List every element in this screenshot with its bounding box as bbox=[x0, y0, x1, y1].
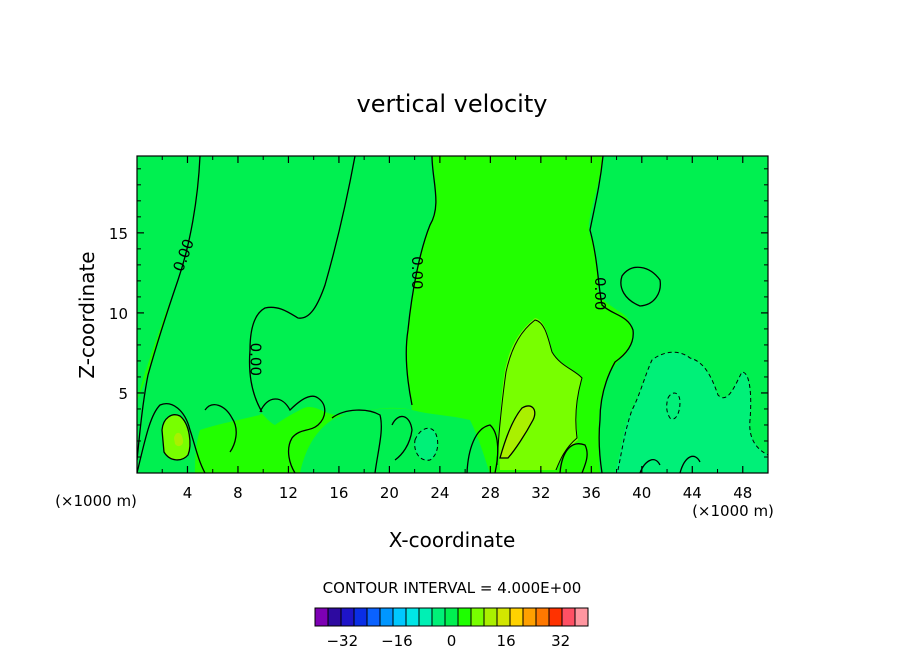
colorbar-swatch bbox=[327, 607, 342, 627]
colorbar-swatch bbox=[548, 607, 563, 627]
plot-area: 0.000.000.000.00 bbox=[137, 156, 768, 473]
contour-lines bbox=[137, 156, 701, 473]
x-tick-label: 48 bbox=[733, 484, 752, 502]
y-axis: 5 10 15 bbox=[109, 168, 768, 458]
updraft-core-contour bbox=[499, 405, 536, 459]
dashed-contours bbox=[414, 351, 768, 471]
negative-band-west bbox=[137, 156, 355, 473]
colorbar-swatch bbox=[457, 607, 472, 627]
x-tick-label: 36 bbox=[582, 484, 601, 502]
x-tick-label: 16 bbox=[329, 484, 348, 502]
colorbar-swatch bbox=[353, 607, 368, 627]
negative-band-center bbox=[249, 156, 436, 425]
downdraft-inner-dashed-contour bbox=[666, 392, 681, 420]
colorbar-swatch bbox=[483, 607, 498, 627]
low-level-contours bbox=[137, 395, 701, 473]
downdraft-dashed-contour bbox=[617, 351, 768, 471]
colorbar-swatch bbox=[535, 607, 550, 627]
colorbar-swatch bbox=[470, 607, 485, 627]
colorbar bbox=[314, 607, 589, 627]
colorbar-tick-label: 16 bbox=[497, 632, 516, 650]
colorbar-swatch bbox=[418, 607, 433, 627]
updraft-core bbox=[500, 405, 535, 458]
y-tick-label: 15 bbox=[109, 225, 128, 243]
y-tick-label: 5 bbox=[118, 385, 128, 403]
zero-contour-2 bbox=[248, 156, 356, 413]
x-axis: 4 8 12 16 20 24 28 32 36 40 44 48 bbox=[161, 156, 752, 502]
small-dashed-contour bbox=[414, 427, 439, 461]
colorbar-swatch bbox=[366, 607, 381, 627]
colorbar-ticks: −32 −16 0 16 32 bbox=[326, 632, 570, 650]
negative-band-left bbox=[137, 156, 200, 400]
colorbar-swatch bbox=[574, 607, 589, 627]
colorbar-swatch bbox=[522, 607, 537, 627]
x-tick-label: 4 bbox=[183, 484, 193, 502]
colorbar-tick-label: 32 bbox=[551, 632, 570, 650]
x-tick-label: 44 bbox=[683, 484, 702, 502]
updraft-west-core bbox=[174, 432, 184, 447]
downdraft-region bbox=[615, 352, 768, 473]
plot-frame bbox=[136, 155, 769, 474]
colorbar-swatch bbox=[509, 607, 524, 627]
colorbar-swatch bbox=[405, 607, 420, 627]
x-tick-label: 12 bbox=[279, 484, 298, 502]
colorbar-swatch bbox=[340, 607, 355, 627]
colorbar-swatch bbox=[496, 607, 511, 627]
colorbar-tick-label: −32 bbox=[326, 632, 358, 650]
y-tick-label: 10 bbox=[109, 305, 128, 323]
x-tick-label: 32 bbox=[531, 484, 550, 502]
x-tick-label: 28 bbox=[481, 484, 500, 502]
closed-contour-ne bbox=[620, 266, 661, 307]
contour-label: 0.00 bbox=[591, 277, 609, 310]
colorbar-tick-label: 0 bbox=[447, 632, 457, 650]
x-unit-label-left: (×1000 m) bbox=[55, 492, 137, 510]
colorbar-swatch bbox=[392, 607, 407, 627]
negative-band-lower bbox=[300, 408, 490, 473]
zero-contour-1 bbox=[137, 156, 201, 461]
negative-band-east bbox=[588, 156, 768, 473]
colorbar-swatch bbox=[379, 607, 394, 627]
x-tick-label: 8 bbox=[233, 484, 243, 502]
x-axis-title: X-coordinate bbox=[389, 528, 516, 552]
colorbar-swatch bbox=[314, 607, 329, 627]
contour-interval-text: CONTOUR INTERVAL = 4.000E+00 bbox=[323, 579, 582, 597]
x-tick-label: 40 bbox=[632, 484, 651, 502]
zero-contour-3 bbox=[405, 156, 437, 406]
chart-title: vertical velocity bbox=[357, 90, 548, 118]
x-tick-label: 20 bbox=[380, 484, 399, 502]
zero-contour-4 bbox=[589, 156, 634, 473]
contour-label: 0.00 bbox=[408, 256, 426, 289]
colorbar-swatch bbox=[431, 607, 446, 627]
x-unit-label-right: (×1000 m) bbox=[692, 502, 774, 520]
x-tick-label: 24 bbox=[430, 484, 449, 502]
contour-label: 0.00 bbox=[247, 343, 265, 376]
y-axis-title: Z-coordinate bbox=[75, 251, 99, 378]
downdraft-small bbox=[414, 428, 438, 461]
colorbar-swatch bbox=[561, 607, 576, 627]
colorbar-tick-label: −16 bbox=[381, 632, 413, 650]
west-cell-contour bbox=[161, 414, 191, 461]
updraft-contour bbox=[496, 319, 583, 471]
colorbar-swatch bbox=[444, 607, 459, 627]
